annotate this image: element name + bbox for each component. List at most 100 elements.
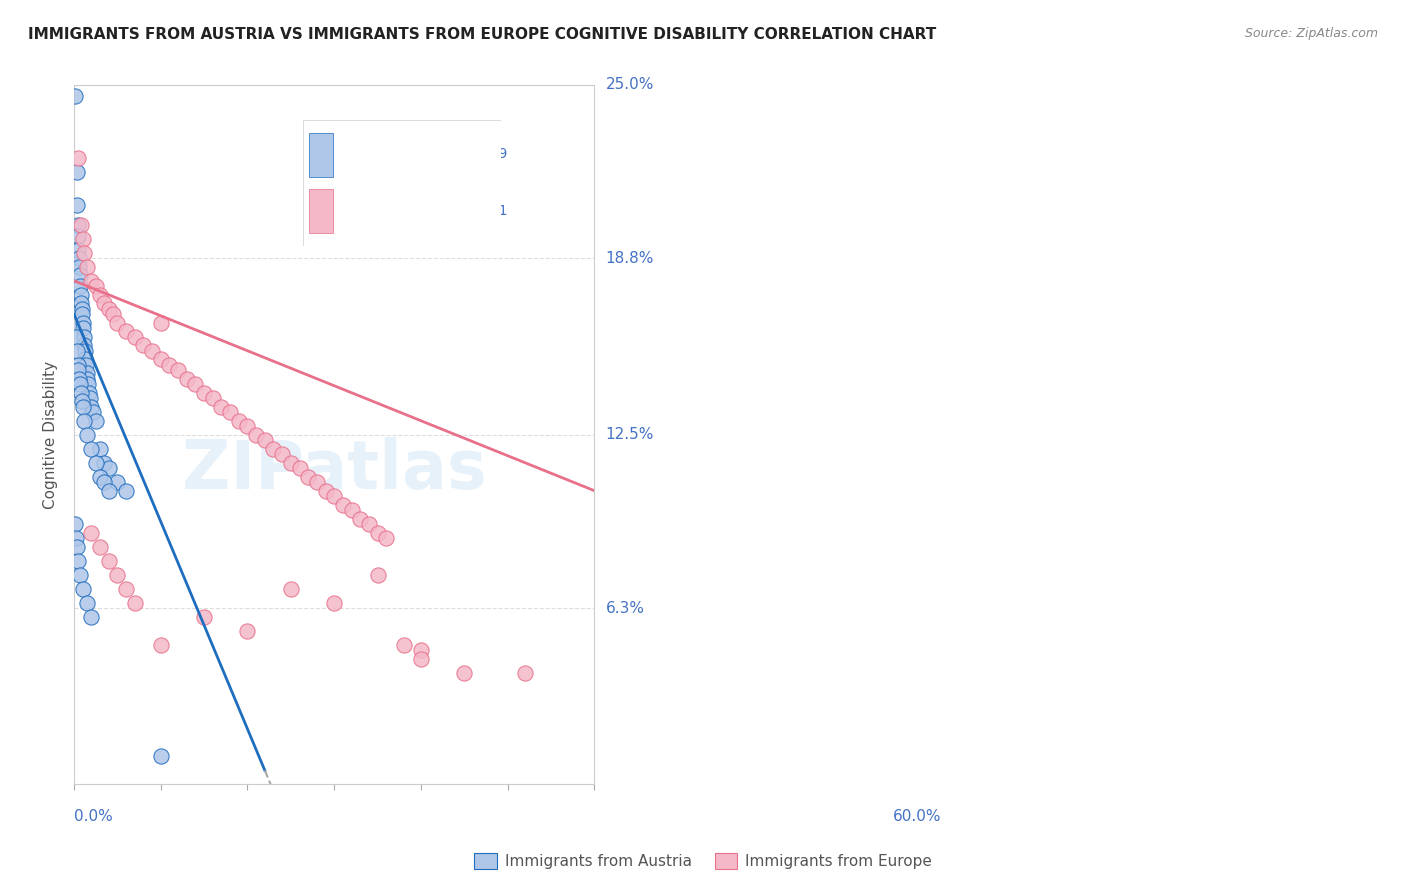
Point [67, 243, 90, 257]
Point [84, 414, 107, 428]
Point [184, 377, 207, 392]
Point [149, 638, 172, 652]
Point [97, 461, 120, 475]
Point [76, 596, 98, 610]
Point [66, 164, 89, 178]
Point [75, 343, 97, 358]
Point [332, 498, 354, 512]
Point [115, 483, 138, 498]
Point [167, 363, 190, 377]
Point [72, 400, 94, 414]
Point [80, 274, 103, 288]
Point [392, 638, 415, 652]
Point [228, 414, 250, 428]
Point [73, 338, 96, 352]
Point [236, 419, 259, 434]
Point [80, 442, 103, 456]
Point [271, 447, 294, 461]
Point [107, 316, 129, 330]
Point [69, 567, 91, 582]
Point [253, 434, 276, 448]
Text: ZIPatlas: ZIPatlas [181, 437, 486, 503]
Point [305, 475, 328, 490]
Point [357, 517, 380, 532]
Point [76, 427, 98, 442]
Point [211, 400, 233, 414]
Point [149, 749, 172, 764]
Point [80, 609, 103, 624]
Point [89, 469, 111, 483]
Point [89, 287, 111, 301]
Point [367, 567, 389, 582]
Y-axis label: Cognitive Disability: Cognitive Disability [44, 360, 58, 508]
Point [63, 517, 86, 532]
Point [67, 151, 90, 165]
Point [82, 405, 104, 419]
Point [73, 414, 96, 428]
Point [70, 394, 93, 409]
Point [67, 363, 90, 377]
Point [297, 469, 319, 483]
Point [67, 229, 90, 244]
Point [409, 643, 432, 657]
Point [76, 372, 98, 386]
Point [97, 553, 120, 567]
Point [340, 503, 363, 517]
Point [93, 296, 115, 310]
Point [323, 596, 346, 610]
Point [141, 343, 163, 358]
Point [84, 456, 107, 470]
Point [66, 198, 89, 212]
Point [315, 483, 337, 498]
Point [69, 279, 91, 293]
Point [176, 372, 198, 386]
Point [89, 442, 111, 456]
Point [80, 400, 103, 414]
Point [124, 596, 146, 610]
Point [149, 316, 172, 330]
Text: 18.8%: 18.8% [606, 251, 654, 266]
Point [107, 567, 129, 582]
Point [453, 665, 475, 680]
Point [66, 218, 89, 232]
Point [70, 287, 93, 301]
Point [73, 245, 96, 260]
Text: 12.5%: 12.5% [606, 427, 654, 442]
Point [65, 330, 87, 344]
Point [115, 324, 138, 338]
Point [280, 582, 302, 596]
Point [67, 260, 90, 274]
Point [66, 358, 89, 372]
Point [70, 385, 93, 400]
Point [65, 531, 87, 545]
Point [89, 540, 111, 554]
Text: Source: ZipAtlas.com: Source: ZipAtlas.com [1244, 27, 1378, 40]
Point [101, 307, 124, 321]
Point [77, 385, 100, 400]
Point [193, 385, 215, 400]
Point [79, 392, 101, 406]
Point [70, 301, 93, 316]
Text: 0.0%: 0.0% [75, 809, 112, 824]
Point [72, 316, 94, 330]
Point [201, 392, 224, 406]
Point [66, 540, 89, 554]
Point [149, 352, 172, 367]
Point [280, 456, 302, 470]
Point [132, 338, 155, 352]
Point [69, 268, 91, 283]
Point [75, 352, 97, 367]
Point [72, 321, 94, 335]
Text: IMMIGRANTS FROM AUSTRIA VS IMMIGRANTS FROM EUROPE COGNITIVE DISABILITY CORRELATI: IMMIGRANTS FROM AUSTRIA VS IMMIGRANTS FR… [28, 27, 936, 42]
Text: 25.0%: 25.0% [606, 78, 654, 93]
Point [66, 343, 89, 358]
Point [93, 456, 115, 470]
Point [70, 218, 93, 232]
Point [375, 531, 398, 545]
Point [409, 651, 432, 665]
Text: 6.3%: 6.3% [606, 600, 644, 615]
Point [193, 609, 215, 624]
Point [80, 525, 103, 540]
Point [84, 279, 107, 293]
Point [107, 475, 129, 490]
